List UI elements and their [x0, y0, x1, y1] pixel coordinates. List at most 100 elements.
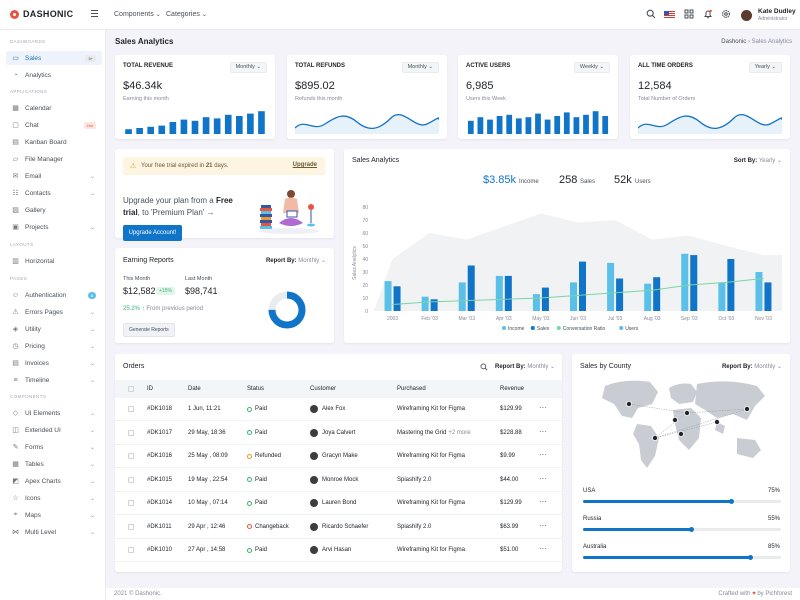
- chevron-down-icon: ⌄: [89, 529, 95, 536]
- this-month-value: $12,582: [123, 286, 156, 296]
- us-flag-icon[interactable]: [664, 11, 675, 19]
- county-percent: 85%: [767, 544, 780, 550]
- more-actions-icon[interactable]: ···: [539, 426, 547, 436]
- status-icon: [247, 500, 252, 506]
- more-actions-icon[interactable]: ···: [539, 403, 547, 412]
- upgrade-link[interactable]: Upgrade: [292, 162, 317, 168]
- row-checkbox[interactable]: [128, 429, 134, 436]
- sidebar-item-apex-charts[interactable]: ◩ Apex Charts ⌄: [6, 474, 102, 488]
- apps-grid-icon[interactable]: [684, 9, 694, 19]
- select-all-checkbox[interactable]: [128, 386, 134, 392]
- sidebar-item-errors-pages[interactable]: ⚠ Errors Pages ⌄: [6, 305, 102, 319]
- earning-report-select[interactable]: Report By: Monthly ⌄: [265, 258, 326, 264]
- county-progress-fill: [583, 499, 733, 504]
- more-actions-icon[interactable]: ···: [539, 450, 547, 459]
- table-row[interactable]: #DK1017 29 May, 18:36 Paid Joya Calvert Mast…: [115, 422, 562, 445]
- bell-icon[interactable]: [703, 9, 713, 19]
- chevron-down-icon: ⌄: [89, 326, 95, 333]
- sidebar-item-forms[interactable]: ✎ Forms ⌄: [6, 440, 102, 454]
- sidebar-item-utility[interactable]: ◈ Utility ⌄: [6, 322, 102, 336]
- table-row[interactable]: #DK1018 1 Jun, 11:21 Paid Alex Fox Wireframi…: [115, 398, 562, 421]
- orders-report-select[interactable]: Report By: Monthly ⌄: [495, 364, 556, 370]
- user-name[interactable]: Kate Dudley: [758, 8, 796, 15]
- legend-marker: [502, 326, 506, 330]
- y-tick-label: 20: [362, 283, 368, 289]
- breadcrumb-root[interactable]: Dashonic: [721, 39, 747, 45]
- row-checkbox[interactable]: [128, 476, 134, 483]
- row-checkbox[interactable]: [128, 406, 134, 412]
- sidebar-item-extended-ui[interactable]: ◫ Extended UI ⌄: [6, 423, 102, 437]
- brand-logo[interactable]: DASHONIC: [10, 9, 73, 19]
- y-tick-label: 60: [362, 231, 368, 237]
- kpi-period-select[interactable]: Yearly ⌄: [748, 62, 782, 73]
- revenue: $228.88: [500, 429, 522, 436]
- sidebar-item-pricing[interactable]: ◷ Pricing ⌄: [6, 339, 102, 353]
- table-row[interactable]: #DK1015 19 May , 22:54 Paid Monroe Mock Spia…: [115, 469, 562, 492]
- sidebar-item-analytics[interactable]: ◔ Analytics: [6, 68, 102, 82]
- sidebar-item-maps[interactable]: ⌖ Maps ⌄: [6, 508, 102, 522]
- sidebar-item-kanban-board[interactable]: ▤ Kanban Board: [6, 135, 102, 149]
- sidebar-item-authentication[interactable]: ☺ Authentication 8: [6, 288, 102, 302]
- revenue: $9.99: [500, 453, 516, 459]
- y-axis-label: Sales Analytics: [352, 246, 358, 280]
- sidebar-item-projects[interactable]: ▣ Projects ⌄: [6, 220, 102, 234]
- search-icon[interactable]: [480, 363, 488, 371]
- kpi-period-select[interactable]: Monthly ⌄: [401, 62, 439, 73]
- row-checkbox[interactable]: [128, 500, 134, 506]
- orders-table-header: [115, 380, 562, 398]
- more-actions-icon[interactable]: ···: [539, 473, 547, 483]
- x-tick-label: Apr '03: [496, 316, 512, 322]
- chevron-down-icon: ⌄: [89, 224, 95, 231]
- order-date: 19 May , 22:54: [188, 476, 228, 483]
- sidebar-item-icons[interactable]: ☆ Icons ⌄: [6, 491, 102, 505]
- sidebar-item-calendar[interactable]: ▦ Calendar: [6, 101, 102, 115]
- more-actions-icon[interactable]: ···: [539, 520, 547, 530]
- sidebar-item-label: Horizontal: [25, 257, 55, 265]
- sidebar-item-invoices[interactable]: ▤ Invoices ⌄: [6, 356, 102, 370]
- x-tick-label: Jul '03: [608, 316, 623, 322]
- sidebar-item-ui-elements[interactable]: ◇ UI Elements ⌄: [6, 406, 102, 420]
- search-icon[interactable]: [646, 9, 656, 19]
- sidebar-item-gallery[interactable]: ▨ Gallery: [6, 203, 102, 217]
- settings-gear-icon[interactable]: [721, 9, 731, 19]
- section-applications: APPLICATIONS: [10, 89, 48, 94]
- row-checkbox[interactable]: [128, 547, 134, 553]
- categories-menu[interactable]: Categories ⌄: [166, 11, 207, 18]
- components-menu[interactable]: Components ⌄: [114, 11, 161, 18]
- row-checkbox[interactable]: [128, 453, 134, 459]
- y-tick-label: 30: [362, 270, 368, 276]
- sidebar-item-multi-level[interactable]: ⋈ Multi Level ⌄: [6, 525, 102, 539]
- trial-alert: ⚠ Your free trial expired in 21 days. Up…: [123, 157, 325, 175]
- sidebar-item-timeline[interactable]: ≡ Timeline ⌄: [6, 373, 102, 387]
- section-pages: PAGES: [10, 276, 28, 281]
- table-row[interactable]: #DK1014 10 May , 07:14 Paid Lauren Bond Wire…: [115, 492, 562, 515]
- menu-toggle-icon[interactable]: [91, 10, 98, 17]
- user-avatar[interactable]: [741, 10, 752, 21]
- county-report-select[interactable]: Report By: Monthly ⌄: [721, 364, 782, 370]
- sidebar-item-chat[interactable]: ▢ Chat Hot: [6, 118, 102, 132]
- table-row[interactable]: #DK1016 25 May , 08:09 Refunded Gracyn Make…: [115, 445, 562, 468]
- upgrade-account-button[interactable]: Upgrade Account!: [123, 225, 182, 241]
- kpi-period-select[interactable]: Weekly ⌄: [573, 62, 610, 73]
- more-actions-icon[interactable]: ···: [539, 544, 547, 553]
- sidebar-item-label: Extended UI: [25, 426, 61, 434]
- more-actions-icon[interactable]: ···: [539, 497, 547, 506]
- table-row[interactable]: #DK1010 27 Apr , 14:58 Paid Arvi Hasan Wiref…: [115, 539, 562, 562]
- sidebar-item-file-manager[interactable]: ▱ File Manager: [6, 152, 102, 166]
- conversation-ratio-line: [392, 278, 764, 305]
- kpi-bar: [554, 116, 561, 134]
- kpi-subtitle: Refunds this month: [295, 96, 343, 102]
- table-row[interactable]: #DK1011 29 Apr , 12:46 Changeback Ricardo S…: [115, 516, 562, 539]
- last-month-label: Last Month: [185, 276, 213, 282]
- sidebar-item-horizontal[interactable]: ▥ Horizontal: [6, 254, 102, 268]
- sales-value: 258: [559, 174, 578, 186]
- kpi-bar: [563, 112, 570, 134]
- sidebar-item-email[interactable]: ✉ Email ⌄: [6, 169, 102, 183]
- generate-reports-button[interactable]: Generate Reports: [123, 323, 175, 337]
- sort-by-select[interactable]: Sort By: Yearly ⌄: [733, 158, 782, 164]
- row-checkbox[interactable]: [128, 523, 134, 530]
- sidebar-item-contacts[interactable]: ☷ Contacts ⌄: [6, 186, 102, 200]
- sidebar-item-sales[interactable]: ▭ Sales 5+: [6, 51, 102, 65]
- kpi-period-select[interactable]: Monthly ⌄: [229, 62, 267, 73]
- sidebar-item-tables[interactable]: ▦ Tables ⌄: [6, 457, 102, 471]
